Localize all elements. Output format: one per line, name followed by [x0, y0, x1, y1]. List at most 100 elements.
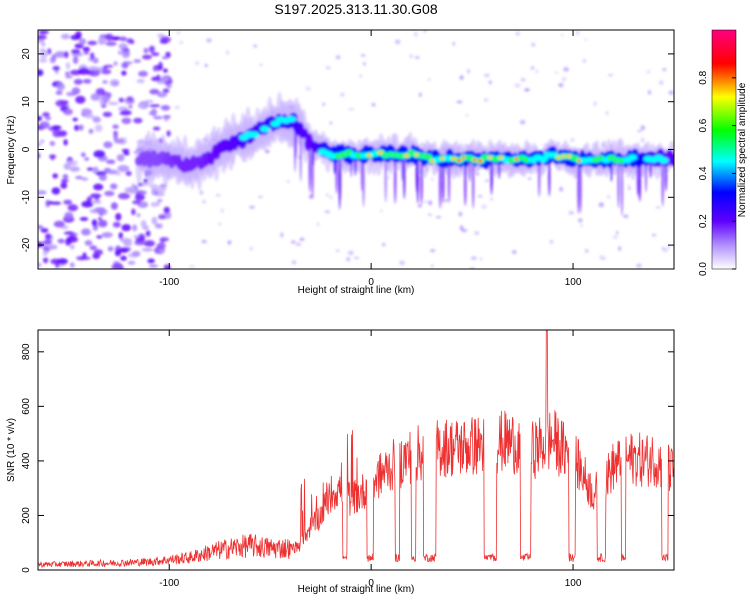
noise-blob — [132, 200, 141, 205]
noise-blob — [584, 248, 589, 253]
noise-blob — [335, 249, 340, 252]
noise-blob — [606, 195, 611, 199]
noise-blob — [201, 239, 207, 244]
noise-blob — [54, 51, 67, 58]
ridge-streak — [394, 154, 397, 204]
noise-blob — [641, 137, 645, 143]
snr-series-line — [38, 330, 674, 569]
noise-blob — [627, 186, 631, 191]
noise-blob — [133, 117, 143, 124]
noise-blob — [51, 187, 61, 195]
noise-blob — [119, 111, 129, 116]
noise-blob — [443, 198, 450, 203]
snr-x-tick-label: 0 — [368, 578, 374, 589]
noise-blob — [38, 69, 44, 77]
colorbar-ticks: 0.0 0.2 0.4 0.6 0.8 — [698, 70, 736, 276]
noise-blob — [114, 249, 121, 257]
noise-blob — [40, 228, 49, 233]
spectrogram-x-tick-label: -100 — [159, 277, 179, 288]
noise-blob — [98, 219, 108, 228]
snr-x-tick-label: 100 — [565, 578, 582, 589]
noise-blob — [118, 192, 130, 200]
noise-blob — [115, 213, 122, 221]
noise-blob — [257, 195, 263, 199]
colorbar-tick-label: 0.8 — [698, 70, 709, 84]
noise-blob — [570, 138, 575, 142]
noise-blob — [121, 62, 129, 69]
noise-blob — [38, 262, 42, 268]
noise-blob — [291, 260, 297, 265]
noise-blob — [72, 117, 78, 122]
noise-blob — [199, 190, 204, 196]
noise-blob — [394, 39, 401, 45]
noise-blob — [64, 211, 74, 220]
noise-blob — [189, 265, 195, 268]
noise-blob — [101, 232, 113, 238]
noise-blob — [637, 130, 642, 133]
noise-blob — [150, 202, 158, 207]
noise-blob — [142, 54, 152, 60]
ridge-streak — [420, 156, 423, 205]
spectrogram-x-tick-label: 100 — [565, 277, 582, 288]
noise-blob — [136, 78, 145, 84]
noise-blob — [484, 73, 490, 78]
noise-blob — [39, 121, 50, 129]
spectrogram-y-tick-label: 0 — [21, 146, 32, 152]
noise-blob — [151, 187, 156, 196]
noise-blob — [69, 262, 75, 268]
noise-blob — [166, 130, 171, 137]
noise-blob — [646, 70, 651, 74]
noise-blob — [79, 256, 91, 260]
noise-blob — [79, 217, 89, 221]
noise-blob — [600, 257, 607, 260]
noise-blob — [66, 160, 78, 166]
noise-blob — [380, 209, 383, 213]
noise-blob — [117, 165, 130, 172]
noise-blob — [484, 179, 490, 182]
noise-blob — [118, 43, 128, 50]
ridge-streak — [617, 159, 620, 209]
snr-ticks: -100 0 100 0 200 400 600 800 — [21, 330, 674, 589]
noise-blob — [60, 182, 68, 189]
noise-blob — [152, 126, 161, 131]
ridge-peak — [627, 154, 638, 161]
noise-blob — [71, 49, 81, 54]
noise-blob — [484, 98, 488, 102]
noise-blob — [558, 83, 564, 88]
noise-blob — [75, 31, 82, 39]
noise-blob — [82, 46, 91, 53]
noise-blob — [82, 252, 87, 258]
noise-blob — [117, 264, 124, 269]
noise-blob — [204, 64, 208, 67]
noise-blob — [618, 246, 621, 252]
spectrogram-plot-area — [38, 30, 674, 269]
noise-blob — [348, 108, 355, 111]
noise-blob — [627, 184, 631, 187]
noise-blob — [490, 197, 494, 201]
noise-blob — [141, 181, 150, 187]
noise-blob — [74, 43, 84, 49]
ridge-streak — [384, 154, 387, 203]
noise-blob — [47, 48, 52, 55]
noise-blob — [163, 206, 170, 214]
ridge-peak — [478, 159, 482, 163]
noise-blob — [134, 193, 145, 201]
noise-blob — [549, 240, 554, 244]
noise-blob — [39, 48, 46, 52]
noise-blob — [140, 220, 147, 228]
noise-blob — [49, 141, 56, 146]
noise-blob — [360, 54, 366, 57]
noise-blob — [226, 50, 229, 55]
noise-blob — [151, 52, 160, 57]
noise-blob — [125, 171, 132, 176]
noise-blob — [159, 238, 166, 244]
noise-blob — [74, 124, 80, 131]
noise-blob — [95, 88, 106, 96]
noise-blob — [663, 248, 669, 252]
spectrogram-x-tick-label: 0 — [368, 277, 374, 288]
ridge-streak — [577, 159, 580, 214]
noise-blob — [431, 264, 434, 268]
noise-blob — [206, 38, 212, 43]
snr-y-tick-label: 400 — [21, 452, 32, 469]
